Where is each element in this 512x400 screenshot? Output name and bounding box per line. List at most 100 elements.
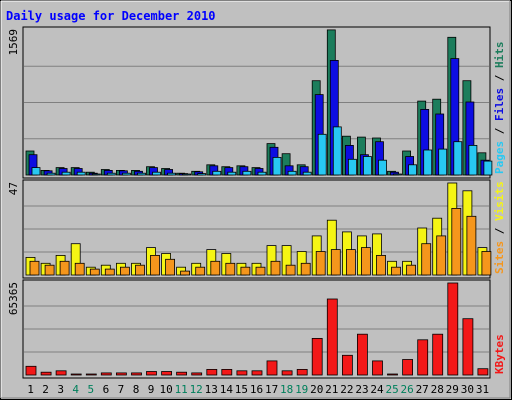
bar-kbytes-day-27 xyxy=(417,339,429,376)
scale-label: 65365 xyxy=(7,282,20,315)
bar-kbytes-day-29 xyxy=(447,282,459,376)
legend-entry-sites: Sites xyxy=(493,241,506,274)
bar-sites-day-21 xyxy=(330,249,341,276)
panel-visits_sites: 47 Sites / Visits xyxy=(7,179,506,279)
bar-pages-day-1 xyxy=(31,167,41,176)
bar-sites-day-20 xyxy=(315,251,326,276)
day-label-11: 11 xyxy=(175,383,188,396)
bar-pages-day-16 xyxy=(257,171,267,176)
day-label-28: 28 xyxy=(431,383,444,396)
bar-sites-day-30 xyxy=(466,215,477,276)
bar-kbytes-day-18 xyxy=(281,370,293,376)
day-label-24: 24 xyxy=(370,383,384,396)
bar-pages-day-10 xyxy=(167,172,177,176)
bar-sites-day-5 xyxy=(89,268,100,276)
bar-kbytes-day-8 xyxy=(131,372,142,376)
legend-visits_sites: Sites / Visits xyxy=(493,181,506,274)
legend-kbytes: KBytes xyxy=(493,334,506,374)
day-label-27: 27 xyxy=(416,383,429,396)
day-label-8: 8 xyxy=(133,383,140,396)
bar-pages-day-7 xyxy=(122,172,131,176)
bar-sites-day-22 xyxy=(345,249,356,276)
day-label-15: 15 xyxy=(235,383,248,396)
bar-kbytes-day-14 xyxy=(221,368,233,376)
bar-sites-day-13 xyxy=(210,260,221,276)
day-label-13: 13 xyxy=(205,383,218,396)
day-label-25: 25 xyxy=(385,383,398,396)
bar-sites-day-31 xyxy=(481,251,492,276)
bar-pages-day-13 xyxy=(212,170,222,176)
panels-group: 1569 Pages / Files / Hits 47 Sites / Visits… xyxy=(7,26,506,379)
bar-kbytes-day-21 xyxy=(326,298,338,376)
bar-sites-day-12 xyxy=(195,266,206,276)
bar-pages-day-21 xyxy=(332,126,342,176)
bar-pages-day-12 xyxy=(197,173,207,176)
bar-sites-day-29 xyxy=(451,207,462,276)
day-label-23: 23 xyxy=(355,383,368,396)
chart-title: Daily usage for December 2010 xyxy=(6,9,216,23)
bar-sites-day-16 xyxy=(255,266,266,276)
day-label-17: 17 xyxy=(265,383,278,396)
bar-kbytes-day-2 xyxy=(40,371,52,376)
bar-pages-day-2 xyxy=(46,172,56,176)
bar-sites-day-15 xyxy=(240,266,251,276)
bar-kbytes-day-17 xyxy=(266,360,278,376)
bar-sites-day-9 xyxy=(150,254,160,276)
day-label-29: 29 xyxy=(446,383,459,396)
bar-kbytes-day-11 xyxy=(176,371,188,376)
bar-sites-day-24 xyxy=(376,254,386,276)
bar-pages-day-19 xyxy=(302,171,312,176)
day-label-30: 30 xyxy=(461,383,474,396)
bar-kbytes-day-31 xyxy=(477,368,489,376)
bar-kbytes-day-30 xyxy=(462,318,474,376)
bar-pages-day-14 xyxy=(227,171,237,176)
bar-kbytes-day-24 xyxy=(372,360,383,376)
bar-pages-day-27 xyxy=(423,149,433,176)
bar-sites-day-11 xyxy=(180,270,191,276)
bar-pages-day-30 xyxy=(468,144,478,176)
bar-sites-day-10 xyxy=(165,258,176,276)
bar-kbytes-day-25 xyxy=(387,373,398,376)
bar-pages-day-26 xyxy=(408,164,418,176)
day-label-9: 9 xyxy=(148,383,155,396)
bar-sites-day-26 xyxy=(406,264,417,276)
bar-pages-day-4 xyxy=(76,171,86,176)
day-label-22: 22 xyxy=(340,383,353,396)
panel-kbytes: 65365 KBytes xyxy=(7,279,506,379)
bar-sites-day-28 xyxy=(436,235,447,276)
bar-kbytes-day-22 xyxy=(341,354,353,376)
bar-sites-day-17 xyxy=(270,260,281,276)
bar-pages-day-24 xyxy=(378,159,387,176)
bar-pages-day-5 xyxy=(91,173,101,176)
day-label-2: 2 xyxy=(42,383,49,396)
day-label-26: 26 xyxy=(400,383,413,396)
legend-entry-pages: Pages xyxy=(493,141,506,174)
day-label-19: 19 xyxy=(295,383,308,396)
bar-sites-day-6 xyxy=(104,268,115,276)
bar-sites-day-23 xyxy=(360,247,371,276)
bar-sites-day-18 xyxy=(285,264,296,276)
day-label-3: 3 xyxy=(57,383,64,396)
bar-pages-day-6 xyxy=(106,172,116,176)
bar-pages-day-25 xyxy=(393,173,402,176)
scale-label: 47 xyxy=(7,182,20,195)
bar-kbytes-day-10 xyxy=(161,371,173,376)
bar-kbytes-day-26 xyxy=(402,359,414,376)
bar-kbytes-day-9 xyxy=(146,371,157,376)
bar-sites-day-4 xyxy=(74,262,85,276)
bar-sites-day-1 xyxy=(29,260,40,276)
bar-sites-day-8 xyxy=(135,264,145,276)
bar-pages-day-28 xyxy=(438,148,448,176)
bar-kbytes-day-1 xyxy=(25,365,37,376)
bar-kbytes-day-6 xyxy=(100,372,112,376)
day-label-5: 5 xyxy=(87,383,94,396)
bar-kbytes-day-4 xyxy=(70,373,82,376)
day-label-31: 31 xyxy=(476,383,489,396)
bar-pages-day-8 xyxy=(137,172,146,176)
day-label-7: 7 xyxy=(118,383,125,396)
panel-hits_files_pages: 1569 Pages / Files / Hits xyxy=(7,26,506,179)
bar-kbytes-day-15 xyxy=(236,370,248,376)
bar-sites-day-3 xyxy=(59,260,70,276)
day-label-21: 21 xyxy=(325,383,338,396)
